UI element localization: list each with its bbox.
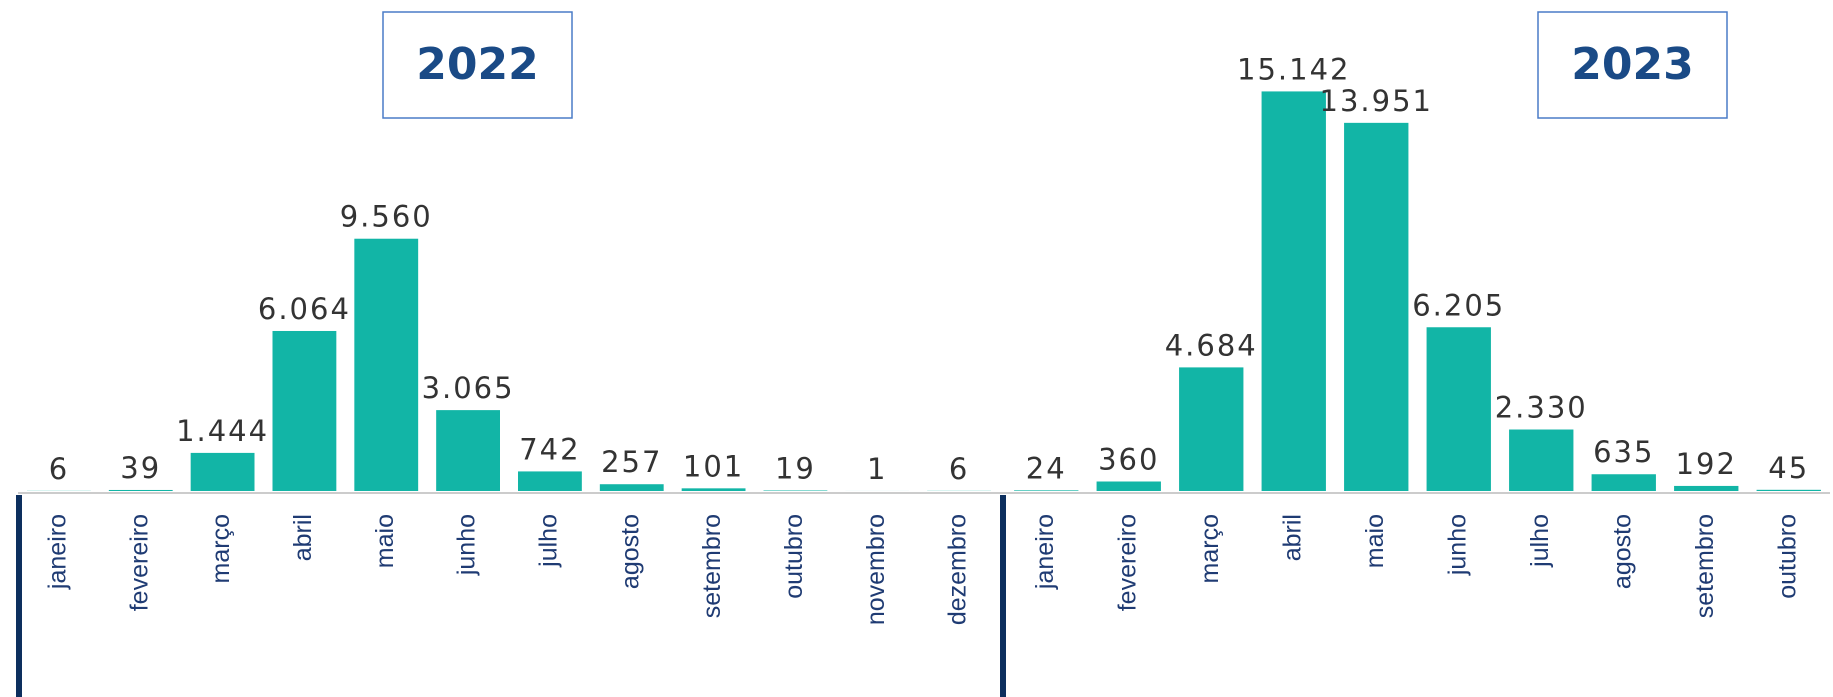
value-label: 15.142 (1237, 52, 1350, 86)
bar (190, 452, 255, 491)
x-tick-label: novembro (862, 514, 890, 625)
x-tick-label: maio (371, 514, 399, 568)
value-label: 9.560 (340, 200, 433, 234)
x-tick-label: setembro (1691, 514, 1719, 618)
value-label: 635 (1593, 435, 1654, 469)
x-tick-label: fevereiro (125, 514, 153, 611)
x-tick-label: agosto (1608, 514, 1636, 589)
bar (1179, 367, 1244, 491)
x-tick-label: fevereiro (1113, 514, 1141, 611)
value-label: 1.444 (176, 414, 269, 448)
x-tick-label: setembro (698, 514, 726, 618)
bar (763, 490, 828, 491)
value-label: 1 (867, 452, 887, 486)
bar (1674, 485, 1739, 491)
value-label: 4.684 (1165, 328, 1258, 362)
x-tick-label: abril (1278, 514, 1306, 561)
bar (599, 484, 664, 491)
bar (518, 471, 582, 491)
value-label: 742 (519, 432, 580, 466)
x-tick-label: julho (535, 514, 563, 568)
bar (1014, 490, 1079, 491)
bar (1096, 481, 1161, 491)
value-label: 19 (775, 451, 816, 485)
value-label: 45 (1768, 451, 1809, 485)
title-box (1537, 11, 1728, 119)
x-tick-label: dezembro (944, 514, 972, 625)
value-label: 3.065 (422, 371, 515, 405)
value-label: 360 (1098, 443, 1159, 477)
value-label: 6.205 (1412, 288, 1505, 322)
x-tick-label: março (1196, 514, 1224, 583)
x-tick-label: julho (1526, 514, 1554, 568)
title-box (382, 11, 573, 119)
x-tick-label: outubro (780, 514, 808, 599)
x-tick-label: maio (1361, 514, 1389, 568)
x-tick-label: outubro (1773, 514, 1801, 599)
x-tick-label: junho (453, 514, 481, 576)
x-tick-label: janeiro (44, 514, 72, 590)
bar (436, 410, 500, 491)
value-label: 192 (1676, 447, 1737, 481)
value-label: 39 (120, 451, 161, 485)
value-label: 6 (949, 452, 969, 486)
value-label: 101 (683, 449, 744, 483)
chart-title: 2022 (416, 39, 538, 90)
bar (108, 489, 173, 491)
bar (1426, 327, 1491, 491)
value-label: 6.064 (258, 292, 351, 326)
value-label: 257 (601, 445, 662, 479)
bar (1509, 429, 1574, 491)
bar (272, 330, 337, 491)
bar (1261, 91, 1326, 492)
chart-title: 2023 (1571, 39, 1693, 90)
value-label: 24 (1026, 451, 1067, 485)
x-tick-label: junho (1443, 514, 1471, 576)
value-label: 6 (49, 452, 69, 486)
bar (681, 488, 746, 491)
value-label: 2.330 (1495, 391, 1588, 425)
x-tick-label: agosto (616, 514, 644, 589)
bar (354, 238, 419, 491)
bar (1344, 122, 1409, 492)
x-tick-label: janeiro (1031, 514, 1059, 590)
x-tick-label: abril (289, 514, 317, 561)
value-label: 13.951 (1320, 84, 1433, 118)
x-tick-label: março (207, 514, 235, 583)
bar (1756, 489, 1821, 491)
bar (1591, 474, 1656, 491)
